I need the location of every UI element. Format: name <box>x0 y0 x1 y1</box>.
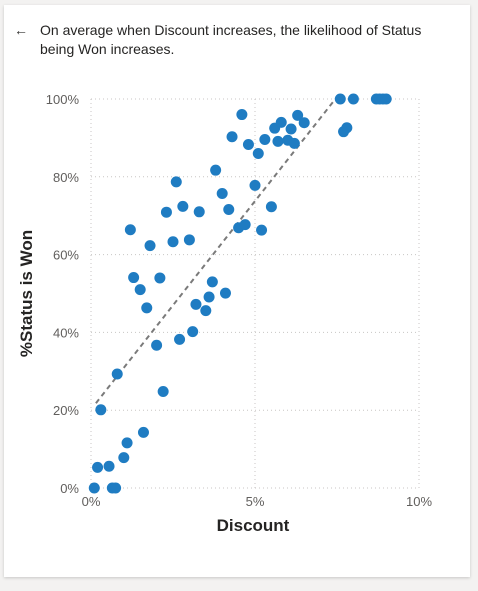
data-point <box>121 437 133 449</box>
data-point <box>174 333 186 345</box>
data-point <box>170 176 182 188</box>
data-point <box>223 203 235 215</box>
data-point <box>265 201 277 213</box>
x-axis-title: Discount <box>217 516 290 535</box>
data-point <box>200 305 212 317</box>
insight-title: On average when Discount increases, the … <box>40 22 422 57</box>
x-tick-label: 0% <box>82 494 101 509</box>
data-point <box>341 122 353 134</box>
data-point <box>216 188 228 200</box>
data-point <box>259 133 271 145</box>
data-point <box>347 93 359 105</box>
data-point <box>141 302 153 314</box>
insight-card: ← On average when Discount increases, th… <box>4 5 470 577</box>
data-point <box>137 426 149 438</box>
data-point <box>288 137 300 149</box>
data-point <box>183 234 195 246</box>
data-point <box>167 236 179 248</box>
y-tick-label: 20% <box>53 403 79 418</box>
data-point <box>110 482 122 494</box>
data-point <box>236 109 248 121</box>
data-point <box>144 240 156 252</box>
y-tick-label: 40% <box>53 325 79 340</box>
y-axis-title: %Status is Won <box>17 230 36 357</box>
arrow-left-icon[interactable]: ← <box>14 22 28 38</box>
data-point <box>88 482 100 494</box>
data-point <box>124 224 136 236</box>
data-point <box>292 109 304 121</box>
data-point <box>118 452 130 464</box>
insight-header: ← On average when Discount increases, th… <box>14 21 454 59</box>
data-point <box>285 123 297 135</box>
data-point <box>242 139 254 151</box>
data-point <box>111 368 123 380</box>
trend-line <box>95 98 337 404</box>
data-point <box>92 461 104 473</box>
data-point <box>187 326 199 338</box>
data-point <box>252 147 264 159</box>
y-tick-label: 60% <box>53 248 79 263</box>
data-point <box>151 339 163 351</box>
data-point <box>193 206 205 218</box>
data-point <box>219 287 231 299</box>
data-point <box>239 219 251 231</box>
y-tick-label: 80% <box>53 170 79 185</box>
data-point <box>154 272 166 284</box>
data-point <box>190 298 202 310</box>
data-point <box>206 276 218 288</box>
data-point <box>380 93 392 105</box>
data-point <box>134 284 146 296</box>
data-point <box>298 117 310 129</box>
data-point <box>128 272 140 284</box>
y-tick-label: 0% <box>60 481 79 496</box>
data-point <box>203 291 215 303</box>
data-point <box>210 164 222 176</box>
data-point <box>249 179 261 191</box>
data-point <box>103 460 115 472</box>
y-tick-label: 100% <box>46 92 80 107</box>
data-point <box>256 224 268 236</box>
x-tick-label: 10% <box>406 494 432 509</box>
data-point <box>275 116 287 128</box>
data-point <box>160 206 172 218</box>
data-point <box>226 131 238 143</box>
data-point <box>177 200 189 212</box>
data-point <box>95 404 107 416</box>
data-point <box>272 135 284 147</box>
data-point <box>157 386 169 398</box>
x-tick-label: 5% <box>246 494 265 509</box>
data-point <box>334 93 346 105</box>
